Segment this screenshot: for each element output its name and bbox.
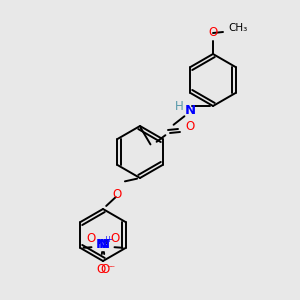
Text: O: O xyxy=(185,121,194,134)
Text: N: N xyxy=(99,238,110,251)
Text: O: O xyxy=(97,263,106,276)
Text: O: O xyxy=(208,26,217,40)
Text: +: + xyxy=(102,235,109,244)
Text: +: + xyxy=(105,235,112,244)
Text: H: H xyxy=(175,100,184,113)
Text: N: N xyxy=(96,238,107,251)
Text: O: O xyxy=(111,232,120,244)
Text: N: N xyxy=(184,104,196,118)
Text: O: O xyxy=(100,263,109,276)
Text: O: O xyxy=(112,188,122,201)
Text: CH₃: CH₃ xyxy=(228,23,247,33)
Text: O: O xyxy=(86,232,95,244)
Text: ⁻: ⁻ xyxy=(106,264,112,274)
Text: ⁻: ⁻ xyxy=(110,264,115,274)
